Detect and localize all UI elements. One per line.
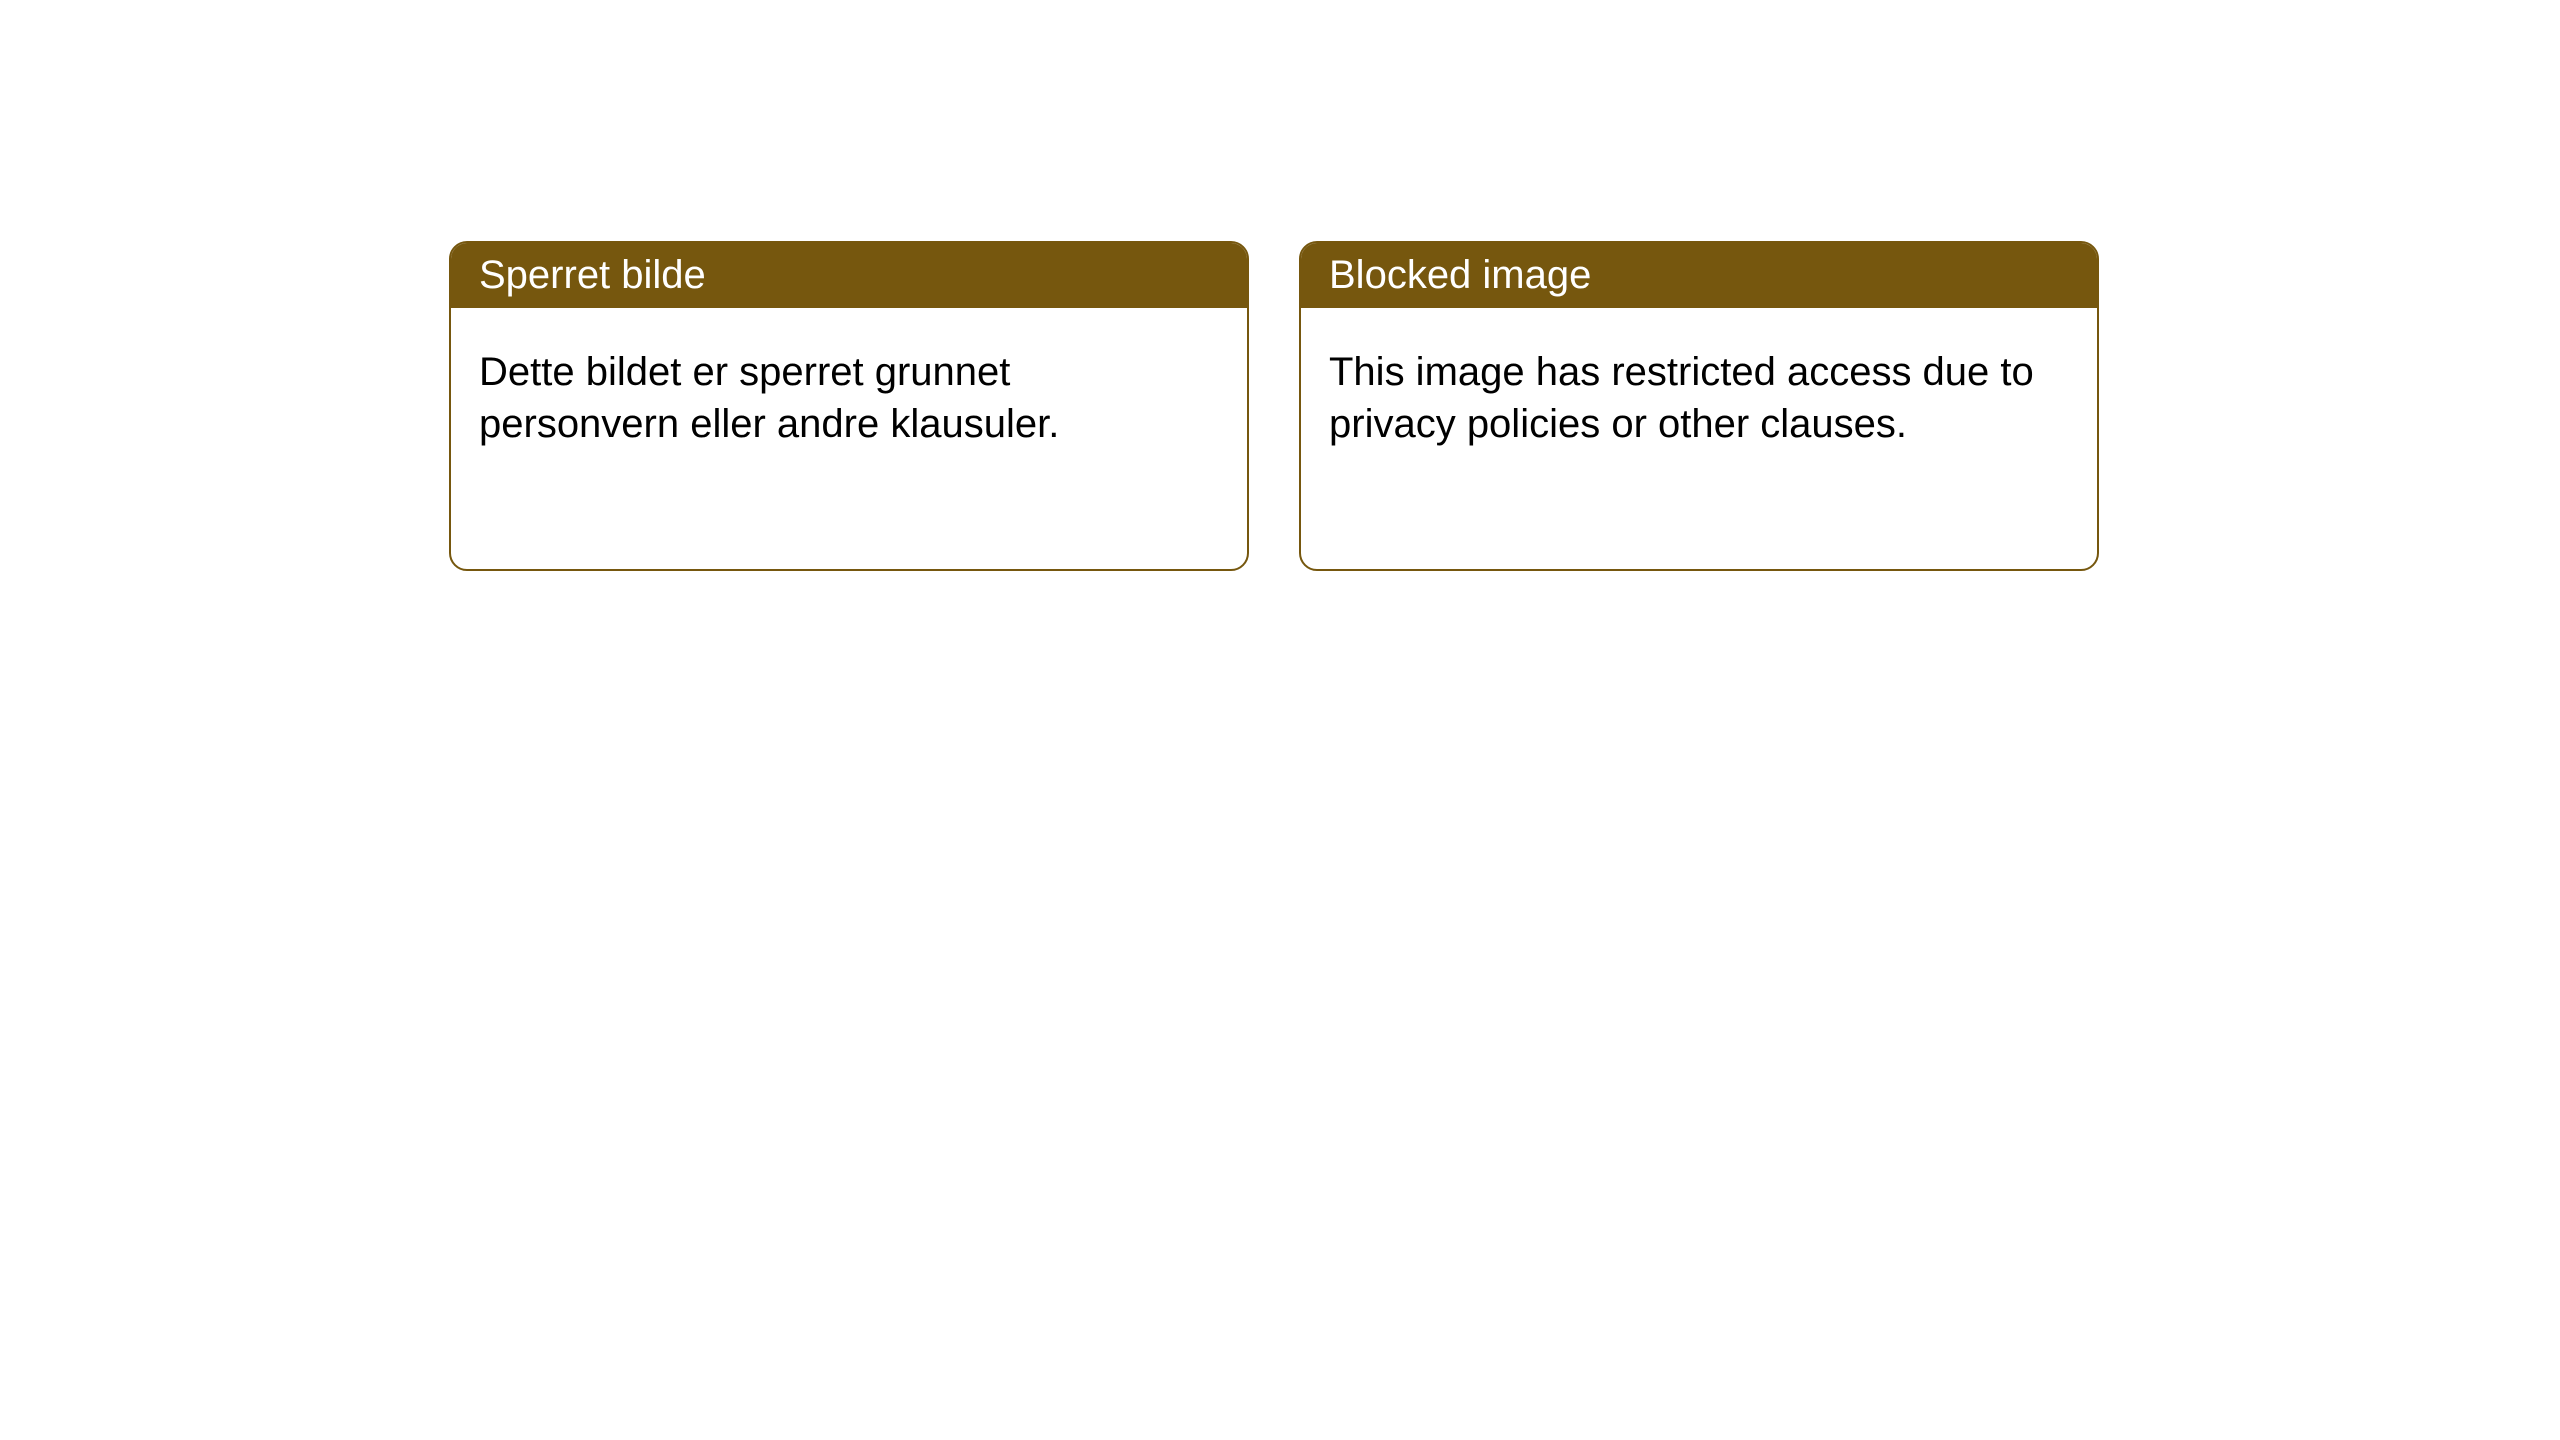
card-header: Sperret bilde xyxy=(451,243,1247,308)
cards-container: Sperret bilde Dette bildet er sperret gr… xyxy=(0,0,2560,571)
card-title: Blocked image xyxy=(1329,253,1591,297)
card-body: This image has restricted access due to … xyxy=(1301,308,2097,488)
card-body-text: This image has restricted access due to … xyxy=(1329,350,2034,446)
blocked-image-card-no: Sperret bilde Dette bildet er sperret gr… xyxy=(449,241,1249,571)
card-title: Sperret bilde xyxy=(479,253,706,297)
blocked-image-card-en: Blocked image This image has restricted … xyxy=(1299,241,2099,571)
card-body: Dette bildet er sperret grunnet personve… xyxy=(451,308,1247,488)
card-body-text: Dette bildet er sperret grunnet personve… xyxy=(479,350,1059,446)
card-header: Blocked image xyxy=(1301,243,2097,308)
